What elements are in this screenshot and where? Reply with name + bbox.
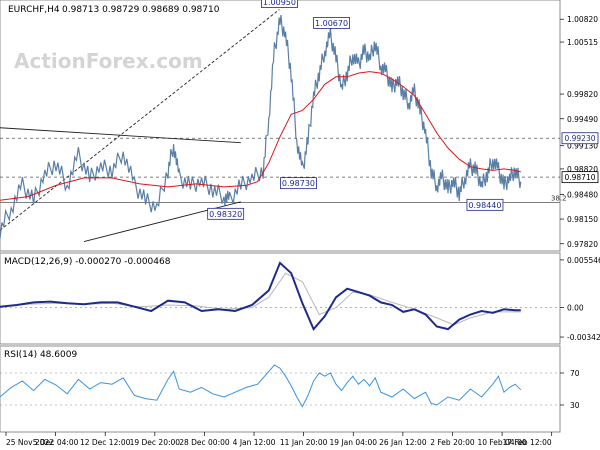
price-tag-box	[313, 17, 350, 29]
price-y-tick-label: 0.98150	[567, 215, 598, 224]
level-tag-box	[561, 132, 599, 145]
time-tick-label: 4 Jan 12:00	[233, 438, 276, 447]
price-panel: ActionForex.com EURCHF,H4 0.98713 0.9872…	[0, 0, 599, 252]
macd-panel-frame	[0, 252, 561, 345]
time-tick-label: 5 Dec 04:00	[33, 438, 79, 447]
time-tick-label: 19 Jan 04:00	[330, 438, 378, 447]
macd-panel: MACD(12,26,9) -0.000270 -0.000468 0.0055…	[0, 252, 600, 345]
current-price-tag-label: 0.98710	[564, 173, 595, 182]
price-y-tick-label: 0.98820	[567, 165, 598, 174]
watermark: ActionForex.com	[14, 49, 203, 73]
macd-title: MACD(12,26,9) -0.000270 -0.000468	[4, 257, 171, 267]
price-tag-label: 1.00670	[315, 19, 348, 28]
macd-y-tick-label: 0.005546	[567, 256, 600, 265]
time-tick-label: 2 Feb 20:00	[430, 438, 475, 447]
price-tag-box	[261, 0, 298, 8]
rsi-title: RSI(14) 48.6009	[4, 350, 77, 360]
time-tick-label: 12 Dec 12:00	[80, 438, 131, 447]
price-y-tick-label: 0.99490	[567, 115, 598, 124]
price-tag-label: 1.00950	[263, 0, 296, 7]
time-tick-label: 11 Jan 20:00	[280, 438, 328, 447]
price-title: EURCHF,H4	[8, 5, 60, 15]
price-y-tick-label: 1.00820	[567, 15, 598, 24]
rsi-panel: RSI(14) 48.6009 70 30	[0, 345, 580, 433]
rsi-y-tick-label: 70	[570, 369, 580, 378]
macd-line	[0, 261, 521, 331]
rsi-y-tick-label: 30	[570, 401, 580, 410]
price-tag-label: 0.98440	[468, 201, 501, 210]
price-y-tick-label: 0.99130	[567, 142, 598, 151]
macd-signal-line	[0, 272, 521, 326]
trendline-upper-channel	[0, 127, 241, 144]
time-tick-label: 28 Dec 00:00	[179, 438, 230, 447]
ohlc-readout: 0.98713 0.98729 0.98689 0.98710	[62, 5, 220, 15]
rsi-panel-frame	[0, 345, 561, 433]
trendline-dotted-rising	[0, 9, 280, 231]
price-y-tick-label: 0.97820	[567, 240, 598, 249]
price-tag-box	[280, 177, 317, 190]
moving-average-line	[0, 71, 521, 201]
price-y-tick-label: 1.00515	[567, 38, 598, 47]
price-tag-label: 0.98320	[209, 210, 242, 219]
time-tick-label: 17 Feb 12:00	[502, 438, 551, 447]
price-y-tick-label: 0.98480	[567, 190, 598, 199]
price-y-tick-label: 0.99820	[567, 90, 598, 99]
rsi-line	[0, 364, 522, 408]
macd-y-tick-label: 0.00	[567, 304, 584, 313]
time-tick-label: 26 Jan 12:00	[379, 438, 427, 447]
price-tag-box	[466, 198, 504, 211]
time-tick-label: 25 Nov 2022	[6, 438, 54, 447]
price-tag-box	[207, 207, 245, 220]
macd-y-tick-label: -0.003423	[567, 333, 600, 342]
time-tick-label: 10 Feb 04:00	[477, 438, 526, 447]
level-tag-label: 0.99230	[564, 134, 595, 143]
price-series-line	[0, 14, 522, 239]
time-tick-label: 19 Dec 20:00	[130, 438, 181, 447]
price-panel-frame	[0, 0, 561, 252]
price-tag-label: 0.98730	[282, 179, 315, 188]
current-price-tag-box	[561, 171, 599, 184]
fib-label: 38.2	[551, 195, 567, 203]
